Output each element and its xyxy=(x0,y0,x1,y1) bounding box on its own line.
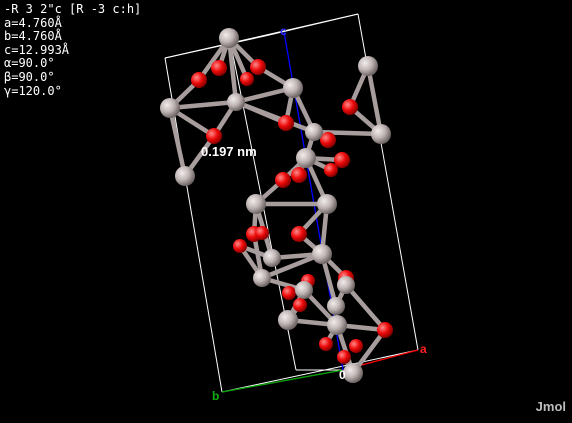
oxygen-atom[interactable] xyxy=(334,152,350,168)
metal-atom[interactable] xyxy=(278,310,298,330)
axis-origin-label: 0 xyxy=(339,368,346,382)
unit-cell-info-panel: -R 3 2"c [R -3 c:h] a=4.760Å b=4.760Å c=… xyxy=(4,2,142,98)
oxygen-atom[interactable] xyxy=(282,286,296,300)
cell-gamma-line: γ=120.0° xyxy=(4,83,62,98)
jmol-logo-text: Jmol xyxy=(535,399,566,414)
space-group-line: -R 3 2"c [R -3 c:h] xyxy=(4,2,142,16)
metal-atom[interactable] xyxy=(227,93,245,111)
oxygen-atom[interactable] xyxy=(320,132,336,148)
metal-atom[interactable] xyxy=(253,269,271,287)
oxygen-atom[interactable] xyxy=(319,337,333,351)
metal-atom[interactable] xyxy=(317,194,337,214)
bond xyxy=(167,99,239,111)
oxygen-atom[interactable] xyxy=(293,298,307,312)
oxygen-atom[interactable] xyxy=(291,226,307,242)
cell-c-line: c=12.993Å xyxy=(4,42,70,57)
cell-beta-line: β=90.0° xyxy=(4,69,55,84)
oxygen-atom[interactable] xyxy=(240,72,254,86)
oxygen-atom[interactable] xyxy=(233,239,247,253)
bond xyxy=(233,99,317,135)
oxygen-atom[interactable] xyxy=(191,72,207,88)
oxygen-atom[interactable] xyxy=(291,167,307,183)
metal-atom[interactable] xyxy=(283,78,303,98)
bond xyxy=(311,129,384,137)
oxygen-atom[interactable] xyxy=(324,163,338,177)
unit-cell-edge xyxy=(221,349,419,393)
metal-atom[interactable] xyxy=(305,123,323,141)
axis-b-label: b xyxy=(212,389,220,403)
bond xyxy=(226,35,239,105)
oxygen-atom[interactable] xyxy=(255,226,269,240)
bond xyxy=(365,63,384,137)
metal-atom[interactable] xyxy=(219,28,239,48)
bond xyxy=(167,105,188,179)
metal-atom[interactable] xyxy=(295,281,313,299)
bond xyxy=(343,282,388,333)
metal-atom[interactable] xyxy=(327,297,345,315)
metal-atom[interactable] xyxy=(358,56,378,76)
cell-alpha-line: α=90.0° xyxy=(4,56,55,71)
unit-cell-edge xyxy=(264,13,359,37)
metal-atom[interactable] xyxy=(337,276,355,294)
metal-atom[interactable] xyxy=(312,244,332,264)
oxygen-atom[interactable] xyxy=(275,172,291,188)
oxygen-atom[interactable] xyxy=(342,99,358,115)
axis-b-line xyxy=(221,369,344,393)
bonds xyxy=(167,35,388,376)
bond xyxy=(259,251,325,281)
metal-atom[interactable] xyxy=(327,315,347,335)
axis-a-label: a xyxy=(420,342,427,356)
axis-c-label: c xyxy=(280,24,287,38)
oxygen-atom[interactable] xyxy=(349,339,363,353)
cell-b-line: b=4.760Å xyxy=(4,29,62,44)
oxygen-atom[interactable] xyxy=(337,350,351,364)
metal-atom[interactable] xyxy=(175,166,195,186)
atoms xyxy=(160,28,393,383)
unit-cell-edge xyxy=(164,35,266,59)
cell-a-line: a=4.760Å xyxy=(4,15,62,30)
metal-atom[interactable] xyxy=(246,194,266,214)
metal-atom[interactable] xyxy=(371,124,391,144)
oxygen-atom[interactable] xyxy=(278,115,294,131)
oxygen-atom[interactable] xyxy=(206,128,222,144)
oxygen-atom[interactable] xyxy=(211,60,227,76)
metal-atom[interactable] xyxy=(343,363,363,383)
distance-measurement-label: 0.197 nm xyxy=(201,144,257,159)
oxygen-atom[interactable] xyxy=(377,322,393,338)
metal-atom[interactable] xyxy=(296,148,316,168)
oxygen-atom[interactable] xyxy=(250,59,266,75)
metal-atom[interactable] xyxy=(263,249,281,267)
metal-atom[interactable] xyxy=(160,98,180,118)
